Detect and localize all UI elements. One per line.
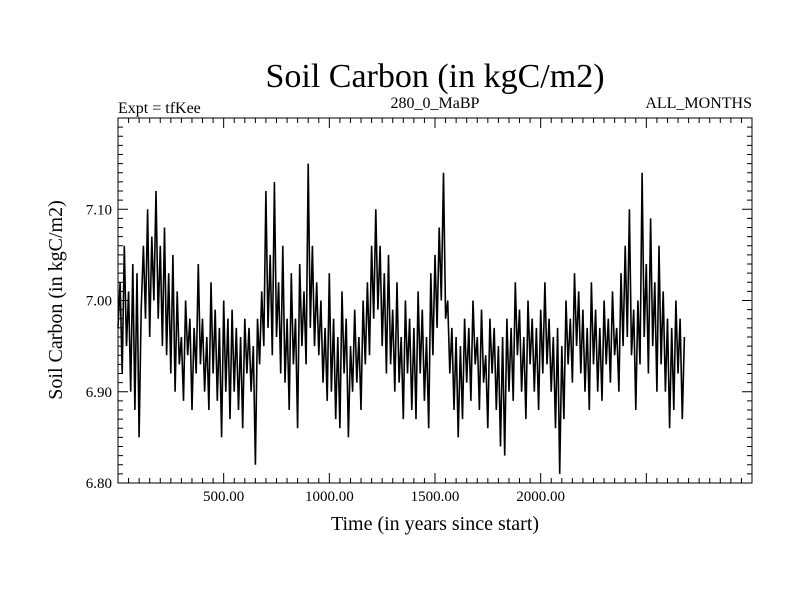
y-axis-label: Soil Carbon (in kgC/m2) bbox=[45, 200, 67, 399]
x-tick-label: 2000.00 bbox=[516, 489, 565, 505]
subtitle-right: ALL_MONTHS bbox=[645, 95, 752, 112]
y-tick-label: 6.90 bbox=[86, 385, 112, 401]
ticks-layer: 500.00 1000.00 1500.00 2000.00 6.80 6.90 7.00 7… bbox=[86, 117, 753, 505]
y-tick-label: 7.00 bbox=[86, 294, 112, 310]
y-tick-label: 7.10 bbox=[86, 202, 112, 218]
x-axis-label: Time (in years since start) bbox=[331, 513, 539, 535]
plot-frame bbox=[117, 117, 753, 484]
x-tick-label: 1000.00 bbox=[305, 489, 354, 505]
series-layer bbox=[117, 163, 686, 474]
y-tick-label: 6.80 bbox=[86, 476, 112, 492]
x-tick-label: 1500.00 bbox=[411, 489, 460, 505]
chart-title: Soil Carbon (in kgC/m2) bbox=[265, 58, 604, 95]
x-tick-label: 500.00 bbox=[203, 489, 244, 505]
subtitle-left: Expt = tfKee bbox=[118, 100, 201, 117]
series-line-1 bbox=[117, 163, 686, 474]
subtitle-center: 280_0_MaBP bbox=[391, 95, 480, 112]
